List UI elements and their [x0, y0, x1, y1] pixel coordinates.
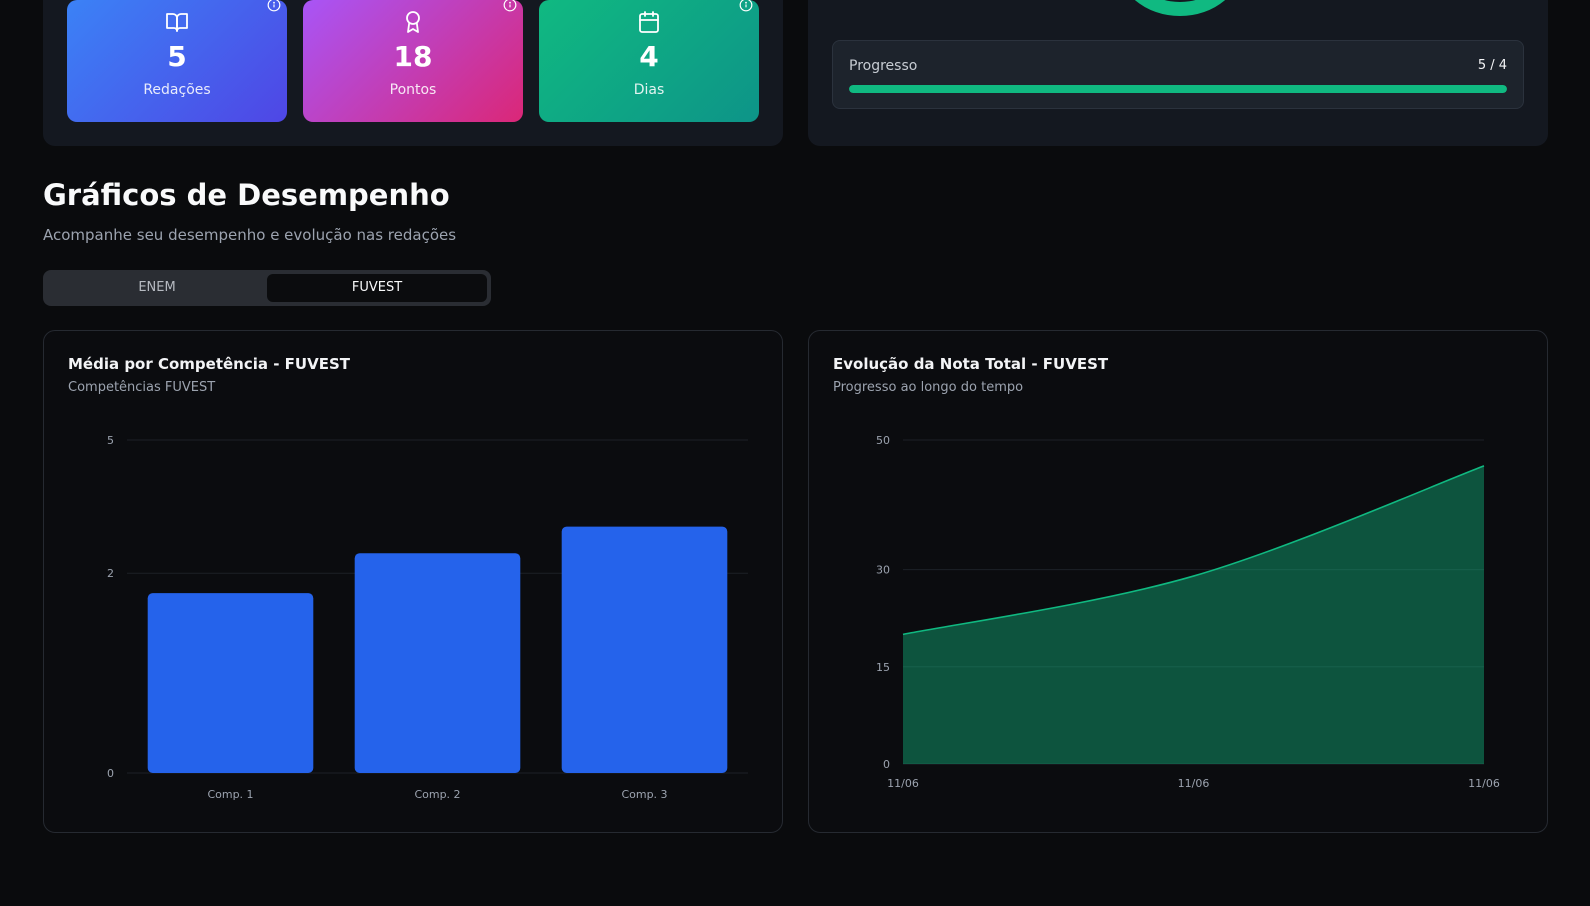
chart-title: Evolução da Nota Total - FUVEST	[833, 355, 1109, 373]
exam-tabs: ENEM FUVEST	[43, 270, 491, 306]
stat-value: 18	[393, 40, 433, 73]
stat-card-dias[interactable]: 4 Dias	[539, 0, 759, 122]
area-fill	[903, 465, 1484, 764]
y-tick-label: 50	[876, 434, 890, 447]
award-icon	[406, 11, 420, 33]
x-tick-label: Comp. 2	[414, 788, 460, 801]
bar[interactable]	[147, 593, 314, 773]
progress-label: Progresso	[849, 58, 918, 74]
progress-box: Progresso 5 / 4	[832, 40, 1524, 109]
bar-chart: 0 2 5 Comp. 1 Comp. 2 Comp. 3	[107, 434, 748, 801]
info-icon[interactable]	[267, 0, 281, 12]
y-tick-label: 5	[107, 434, 114, 447]
chart-subtitle: Progresso ao longo do tempo	[833, 380, 1024, 395]
stat-card-redacoes[interactable]: 5 Redações	[67, 0, 287, 122]
chart-title: Média por Competência - FUVEST	[68, 355, 351, 373]
info-icon[interactable]	[503, 0, 517, 12]
info-icon[interactable]	[739, 0, 753, 12]
book-open-icon	[166, 13, 188, 32]
stat-label: Pontos	[389, 82, 437, 98]
progress-bar-fill	[849, 85, 1507, 93]
y-tick-label: 2	[107, 567, 114, 580]
bar[interactable]	[561, 526, 728, 773]
bar-chart-card: Média por Competência - FUVEST Competênc…	[43, 330, 783, 833]
stat-card-pontos[interactable]: 18 Pontos	[303, 0, 523, 122]
stat-value: 5	[167, 40, 187, 73]
stat-value: 4	[639, 40, 659, 73]
area-chart: 0 15 30 50 11/06 11/06 11/06	[876, 434, 1500, 790]
progress-count: 5 / 4	[1477, 58, 1507, 73]
x-tick-label: 11/06	[887, 777, 919, 790]
progress-bar	[849, 85, 1507, 93]
bar[interactable]	[354, 553, 521, 773]
x-tick-label: Comp. 1	[207, 788, 253, 801]
x-tick-label: 11/06	[1468, 777, 1500, 790]
section-subtitle: Acompanhe seu desempenho e evolução nas …	[43, 226, 457, 244]
stat-label: Redações	[143, 82, 211, 98]
y-tick-label: 0	[107, 767, 114, 780]
x-tick-label: 11/06	[1178, 777, 1210, 790]
stat-label: Dias	[633, 82, 665, 98]
chart-subtitle: Competências FUVEST	[68, 380, 216, 395]
y-tick-label: 15	[876, 661, 890, 674]
calendar-icon	[639, 11, 659, 33]
area-chart-card: Evolução da Nota Total - FUVEST Progress…	[808, 330, 1548, 833]
y-tick-label: 30	[876, 564, 890, 577]
tab-fuvest[interactable]: FUVEST	[267, 274, 487, 302]
x-tick-label: Comp. 3	[621, 788, 667, 801]
y-tick-label: 0	[883, 758, 890, 771]
section-title: Gráficos de Desempenho	[43, 178, 450, 212]
tab-enem[interactable]: ENEM	[138, 280, 176, 295]
